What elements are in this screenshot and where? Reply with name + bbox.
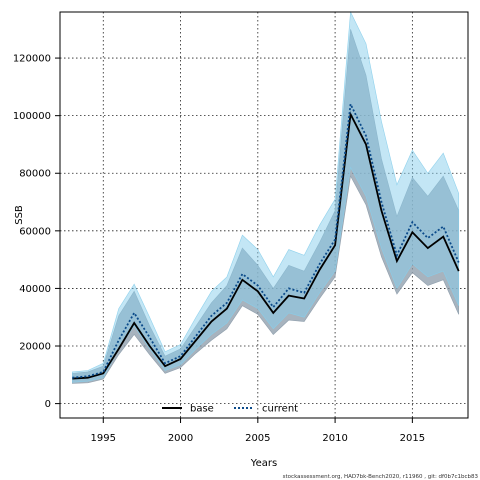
- x-tick-label: 1995: [91, 433, 116, 444]
- y-tick-label: 40000: [19, 284, 51, 295]
- footer-note: stockassessment.org, HAD7bk-Bench2020, r…: [283, 474, 479, 480]
- band-current: [72, 10, 460, 383]
- legend-label-base: base: [190, 404, 214, 415]
- plot-frame: [59, 11, 469, 419]
- y-tick-label: 120000: [13, 54, 51, 65]
- x-tick-label: 2010: [322, 433, 347, 444]
- legend: base current: [162, 404, 298, 415]
- y-tick-label: 0: [45, 399, 51, 410]
- confidence-bands: [72, 10, 460, 384]
- x-tick-label: 2005: [245, 433, 270, 444]
- x-tick-label: 2015: [400, 433, 425, 444]
- x-tick-label: 2000: [168, 433, 193, 444]
- line-base: [72, 111, 460, 380]
- y-tick-label: 20000: [19, 342, 51, 353]
- y-tick-label: 60000: [19, 226, 51, 237]
- series-lines: [72, 100, 460, 380]
- x-axis-title: Years: [250, 458, 277, 469]
- y-axis-title: SSB: [14, 205, 25, 225]
- y-tick-label: 80000: [19, 169, 51, 180]
- legend-label-current: current: [262, 404, 298, 415]
- axis-ticks: 1995 2000 2005 2010 2015 0 20000 40000 60000 8000…: [13, 54, 425, 444]
- y-tick-label: 100000: [13, 111, 51, 122]
